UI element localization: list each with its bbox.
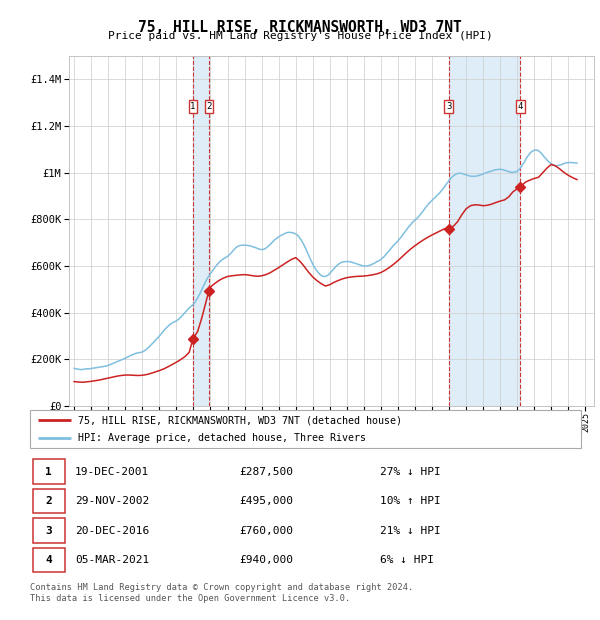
Text: 3: 3	[446, 102, 451, 111]
Text: 29-NOV-2002: 29-NOV-2002	[75, 496, 149, 506]
FancyBboxPatch shape	[30, 410, 581, 448]
Text: 1: 1	[46, 467, 52, 477]
Text: 19-DEC-2001: 19-DEC-2001	[75, 467, 149, 477]
Text: 4: 4	[518, 102, 523, 111]
Text: £940,000: £940,000	[239, 555, 293, 565]
Text: 05-MAR-2021: 05-MAR-2021	[75, 555, 149, 565]
FancyBboxPatch shape	[33, 459, 65, 484]
Text: 27% ↓ HPI: 27% ↓ HPI	[380, 467, 440, 477]
Text: 6% ↓ HPI: 6% ↓ HPI	[380, 555, 434, 565]
Text: £495,000: £495,000	[239, 496, 293, 506]
Text: 10% ↑ HPI: 10% ↑ HPI	[380, 496, 440, 506]
Text: 75, HILL RISE, RICKMANSWORTH, WD3 7NT: 75, HILL RISE, RICKMANSWORTH, WD3 7NT	[138, 20, 462, 35]
Bar	[449, 56, 520, 406]
Text: 2: 2	[46, 496, 52, 506]
Text: 2: 2	[206, 102, 212, 111]
FancyBboxPatch shape	[33, 547, 65, 572]
Text: 75, HILL RISE, RICKMANSWORTH, WD3 7NT (detached house): 75, HILL RISE, RICKMANSWORTH, WD3 7NT (d…	[79, 415, 403, 425]
Text: £760,000: £760,000	[239, 526, 293, 536]
Text: 4: 4	[46, 555, 52, 565]
Text: HPI: Average price, detached house, Three Rivers: HPI: Average price, detached house, Thre…	[79, 433, 367, 443]
Text: 21% ↓ HPI: 21% ↓ HPI	[380, 526, 440, 536]
Text: Contains HM Land Registry data © Crown copyright and database right 2024.: Contains HM Land Registry data © Crown c…	[30, 583, 413, 592]
FancyBboxPatch shape	[33, 518, 65, 543]
Text: This data is licensed under the Open Government Licence v3.0.: This data is licensed under the Open Gov…	[30, 595, 350, 603]
Bar	[193, 56, 209, 406]
Text: 3: 3	[46, 526, 52, 536]
Text: 20-DEC-2016: 20-DEC-2016	[75, 526, 149, 536]
Text: £287,500: £287,500	[239, 467, 293, 477]
Text: 1: 1	[190, 102, 196, 111]
FancyBboxPatch shape	[33, 489, 65, 513]
Text: Price paid vs. HM Land Registry's House Price Index (HPI): Price paid vs. HM Land Registry's House …	[107, 31, 493, 41]
